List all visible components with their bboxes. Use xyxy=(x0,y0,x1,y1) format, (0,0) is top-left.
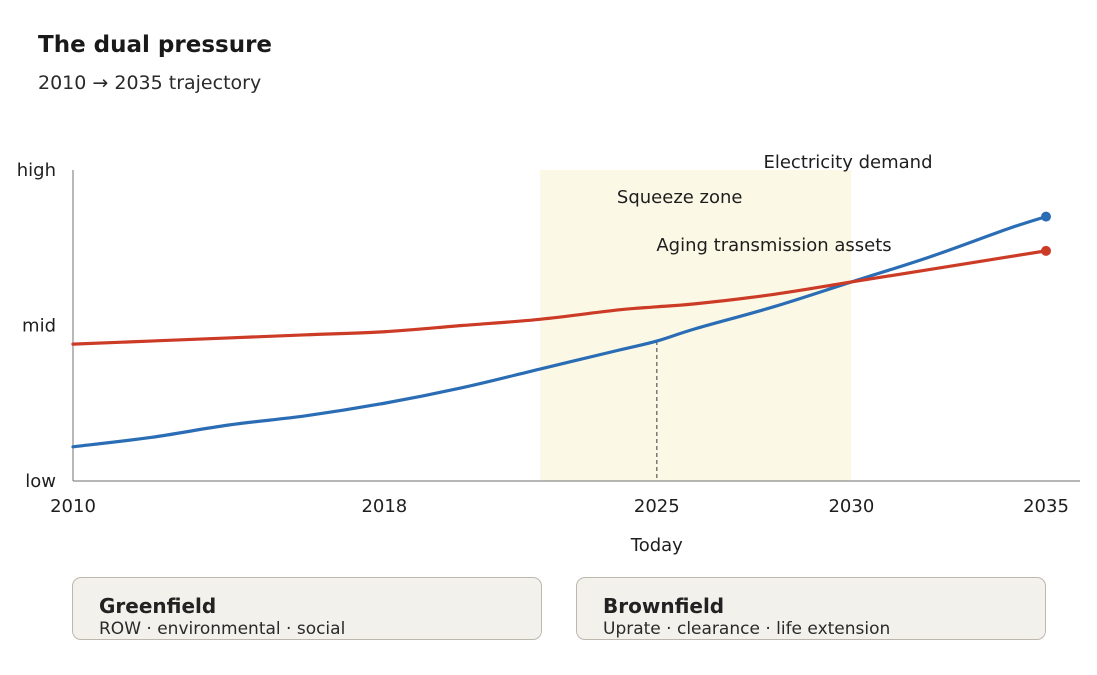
series-labels: Electricity demand Aging transmission ass… xyxy=(656,152,932,256)
series-line-electricity-demand xyxy=(71,215,1048,449)
x-tick-label-2010: 2010 xyxy=(50,496,96,517)
squeeze-zone-label: Squeeze zone xyxy=(617,187,743,208)
greenfield-subtitle: ROW · environmental · social xyxy=(99,619,346,639)
dual-pressure-chart: Squeeze zone low mid high 2010 2018 2025 2030 2… xyxy=(17,152,1080,556)
squeeze-zone-region: Squeeze zone xyxy=(540,170,852,481)
page-title: The dual pressure xyxy=(38,32,273,58)
brownfield-card: Brownfield Uprate · clearance · life ext… xyxy=(576,577,1046,640)
y-tick-label-low: low xyxy=(25,471,56,492)
today-label: Today xyxy=(630,535,683,556)
series-end-point-aging-transmission-assets xyxy=(1041,245,1051,256)
y-tick-label-high: high xyxy=(17,160,56,181)
x-tick-label-2035: 2035 xyxy=(1023,496,1069,517)
brownfield-subtitle: Uprate · clearance · life extension xyxy=(603,619,891,639)
brownfield-title: Brownfield xyxy=(603,594,725,618)
y-tick-label-mid: mid xyxy=(22,316,56,337)
squeeze-zone-band xyxy=(540,170,852,481)
series-lines xyxy=(71,211,1051,449)
series-end-point-electricity-demand xyxy=(1041,211,1051,222)
today-reference: Today xyxy=(630,341,683,556)
x-tick-label-2025: 2025 xyxy=(634,496,680,517)
axes: low mid high 2010 2018 2025 2030 2035 xyxy=(17,160,1080,517)
greenfield-title: Greenfield xyxy=(99,594,217,618)
x-tick-label-2030: 2030 xyxy=(828,496,874,517)
page-subtitle: 2010 → 2035 trajectory xyxy=(38,72,262,94)
series-line-aging-transmission-assets xyxy=(71,249,1048,346)
greenfield-card: Greenfield ROW · environmental · social xyxy=(72,577,542,640)
series-label-electricity-demand: Electricity demand xyxy=(763,152,932,173)
series-label-aging-transmission-assets: Aging transmission assets xyxy=(656,235,891,256)
x-tick-label-2018: 2018 xyxy=(361,496,407,517)
